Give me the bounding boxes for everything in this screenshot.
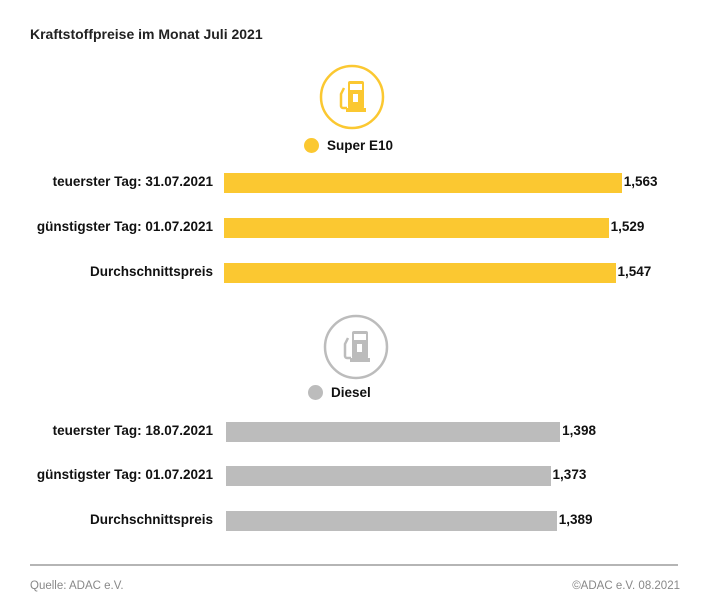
bar [226, 422, 561, 442]
bar [224, 173, 622, 193]
legend-1: Diesel [308, 385, 371, 400]
footer-divider [30, 564, 678, 566]
fuel-pump-icon [323, 314, 389, 385]
category-label: teuerster Tag: 18.07.2021 [52, 423, 213, 438]
value-label: 1,373 [552, 467, 587, 482]
category-label: teuerster Tag: 31.07.2021 [52, 174, 213, 189]
value-label: 1,547 [617, 264, 652, 279]
source-note: Quelle: ADAC e.V. [30, 580, 124, 592]
category-label: günstigster Tag: 01.07.2021 [36, 467, 213, 482]
legend-swatch [308, 385, 323, 400]
bar [224, 263, 616, 283]
bar [226, 511, 557, 531]
category-label: Durchschnittspreis [89, 264, 213, 279]
value-label: 1,563 [623, 174, 658, 189]
fuel-pump-icon [319, 64, 385, 135]
value-label: 1,389 [558, 512, 593, 527]
category-label: Durchschnittspreis [89, 512, 213, 527]
value-label: 1,398 [562, 423, 596, 438]
legend-swatch [304, 138, 319, 153]
bar [226, 466, 551, 486]
chart-title: Kraftstoffpreise im Monat Juli 2021 [30, 26, 263, 42]
bar [224, 218, 609, 238]
legend-label: Super E10 [327, 138, 394, 153]
legend-0: Super E10 [304, 138, 393, 153]
category-label: günstigster Tag: 01.07.2021 [36, 219, 213, 234]
legend-label: Diesel [331, 385, 371, 400]
value-label: 1,529 [610, 219, 645, 234]
copyright-note: ©ADAC e.V. 08.2021 [572, 580, 680, 592]
